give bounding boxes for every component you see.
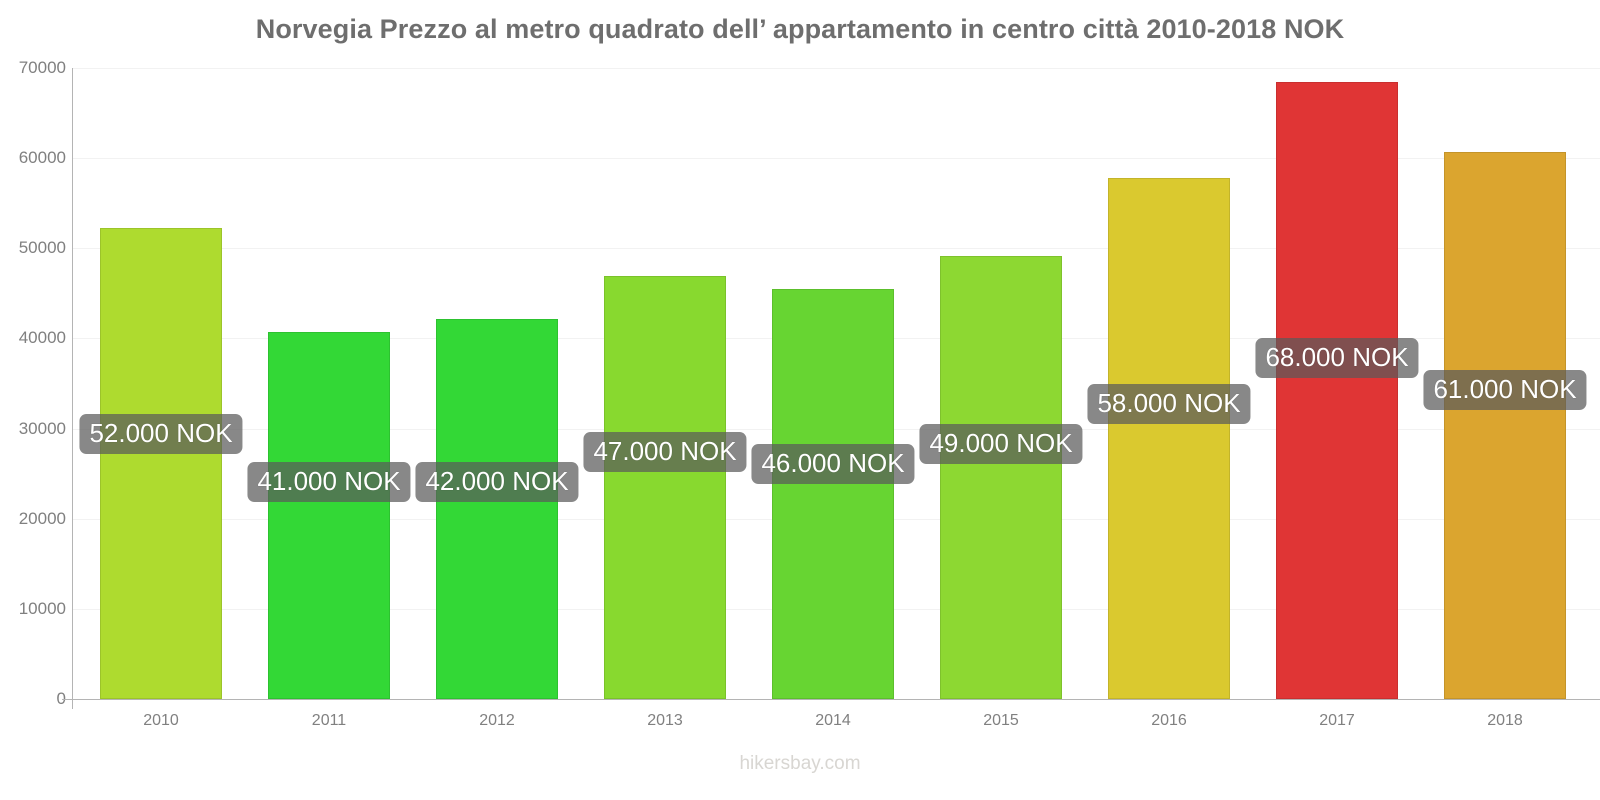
bar[interactable] xyxy=(1276,82,1398,699)
bar[interactable] xyxy=(436,318,558,699)
y-tick-label: 60000 xyxy=(18,148,66,168)
bar[interactable] xyxy=(604,276,726,699)
y-axis-line xyxy=(72,68,73,709)
x-tick-label: 2016 xyxy=(1151,712,1187,729)
bar[interactable] xyxy=(772,288,894,699)
x-tick-label: 2012 xyxy=(479,712,515,729)
bar-value-label: 41.000 NOK xyxy=(247,462,411,502)
x-tick-label: 2013 xyxy=(647,712,683,729)
x-tick-label: 2011 xyxy=(311,712,347,729)
y-tick-label: 10000 xyxy=(18,598,66,618)
bar[interactable] xyxy=(268,332,390,699)
y-tick-label: 50000 xyxy=(18,238,66,258)
y-tick-label: 70000 xyxy=(18,58,66,77)
gridline xyxy=(72,158,1600,160)
x-axis-line xyxy=(62,699,1600,700)
bar-value-label: 46.000 NOK xyxy=(751,444,915,484)
gridline xyxy=(72,248,1600,250)
x-tick-label: 2017 xyxy=(1319,712,1355,729)
plot-area xyxy=(72,68,1600,700)
x-tick-label: 2015 xyxy=(983,712,1019,729)
x-tick-label: 2014 xyxy=(815,712,851,729)
bar[interactable] xyxy=(1444,151,1566,699)
gridline xyxy=(72,68,1600,69)
x-tick-label: 2010 xyxy=(143,712,179,729)
bar-value-label: 61.000 NOK xyxy=(1423,370,1587,410)
bar[interactable] xyxy=(940,256,1062,699)
bar[interactable] xyxy=(100,228,222,699)
y-tick-label: 30000 xyxy=(18,418,66,438)
bar-value-label: 68.000 NOK xyxy=(1255,338,1419,378)
y-axis-tick-labels: 0 10000 20000 30000 40000 50000 60000 70000 xyxy=(0,0,66,800)
y-tick-label: 40000 xyxy=(18,328,66,348)
x-tick-label: 2018 xyxy=(1487,712,1523,729)
chart-title: Norvegia Prezzo al metro quadrato dell’ … xyxy=(255,14,1345,44)
bar-value-label: 58.000 NOK xyxy=(1087,384,1251,424)
bar[interactable] xyxy=(1108,177,1230,699)
footer-credit: hikersbay.com xyxy=(739,753,861,774)
bar-value-label: 42.000 NOK xyxy=(415,462,579,502)
bar-value-label: 52.000 NOK xyxy=(79,414,243,454)
bar-value-label: 47.000 NOK xyxy=(583,432,747,472)
bar-value-label: 49.000 NOK xyxy=(919,424,1083,464)
y-tick-label: 0 xyxy=(2,689,66,709)
y-tick-label: 20000 xyxy=(18,508,66,528)
